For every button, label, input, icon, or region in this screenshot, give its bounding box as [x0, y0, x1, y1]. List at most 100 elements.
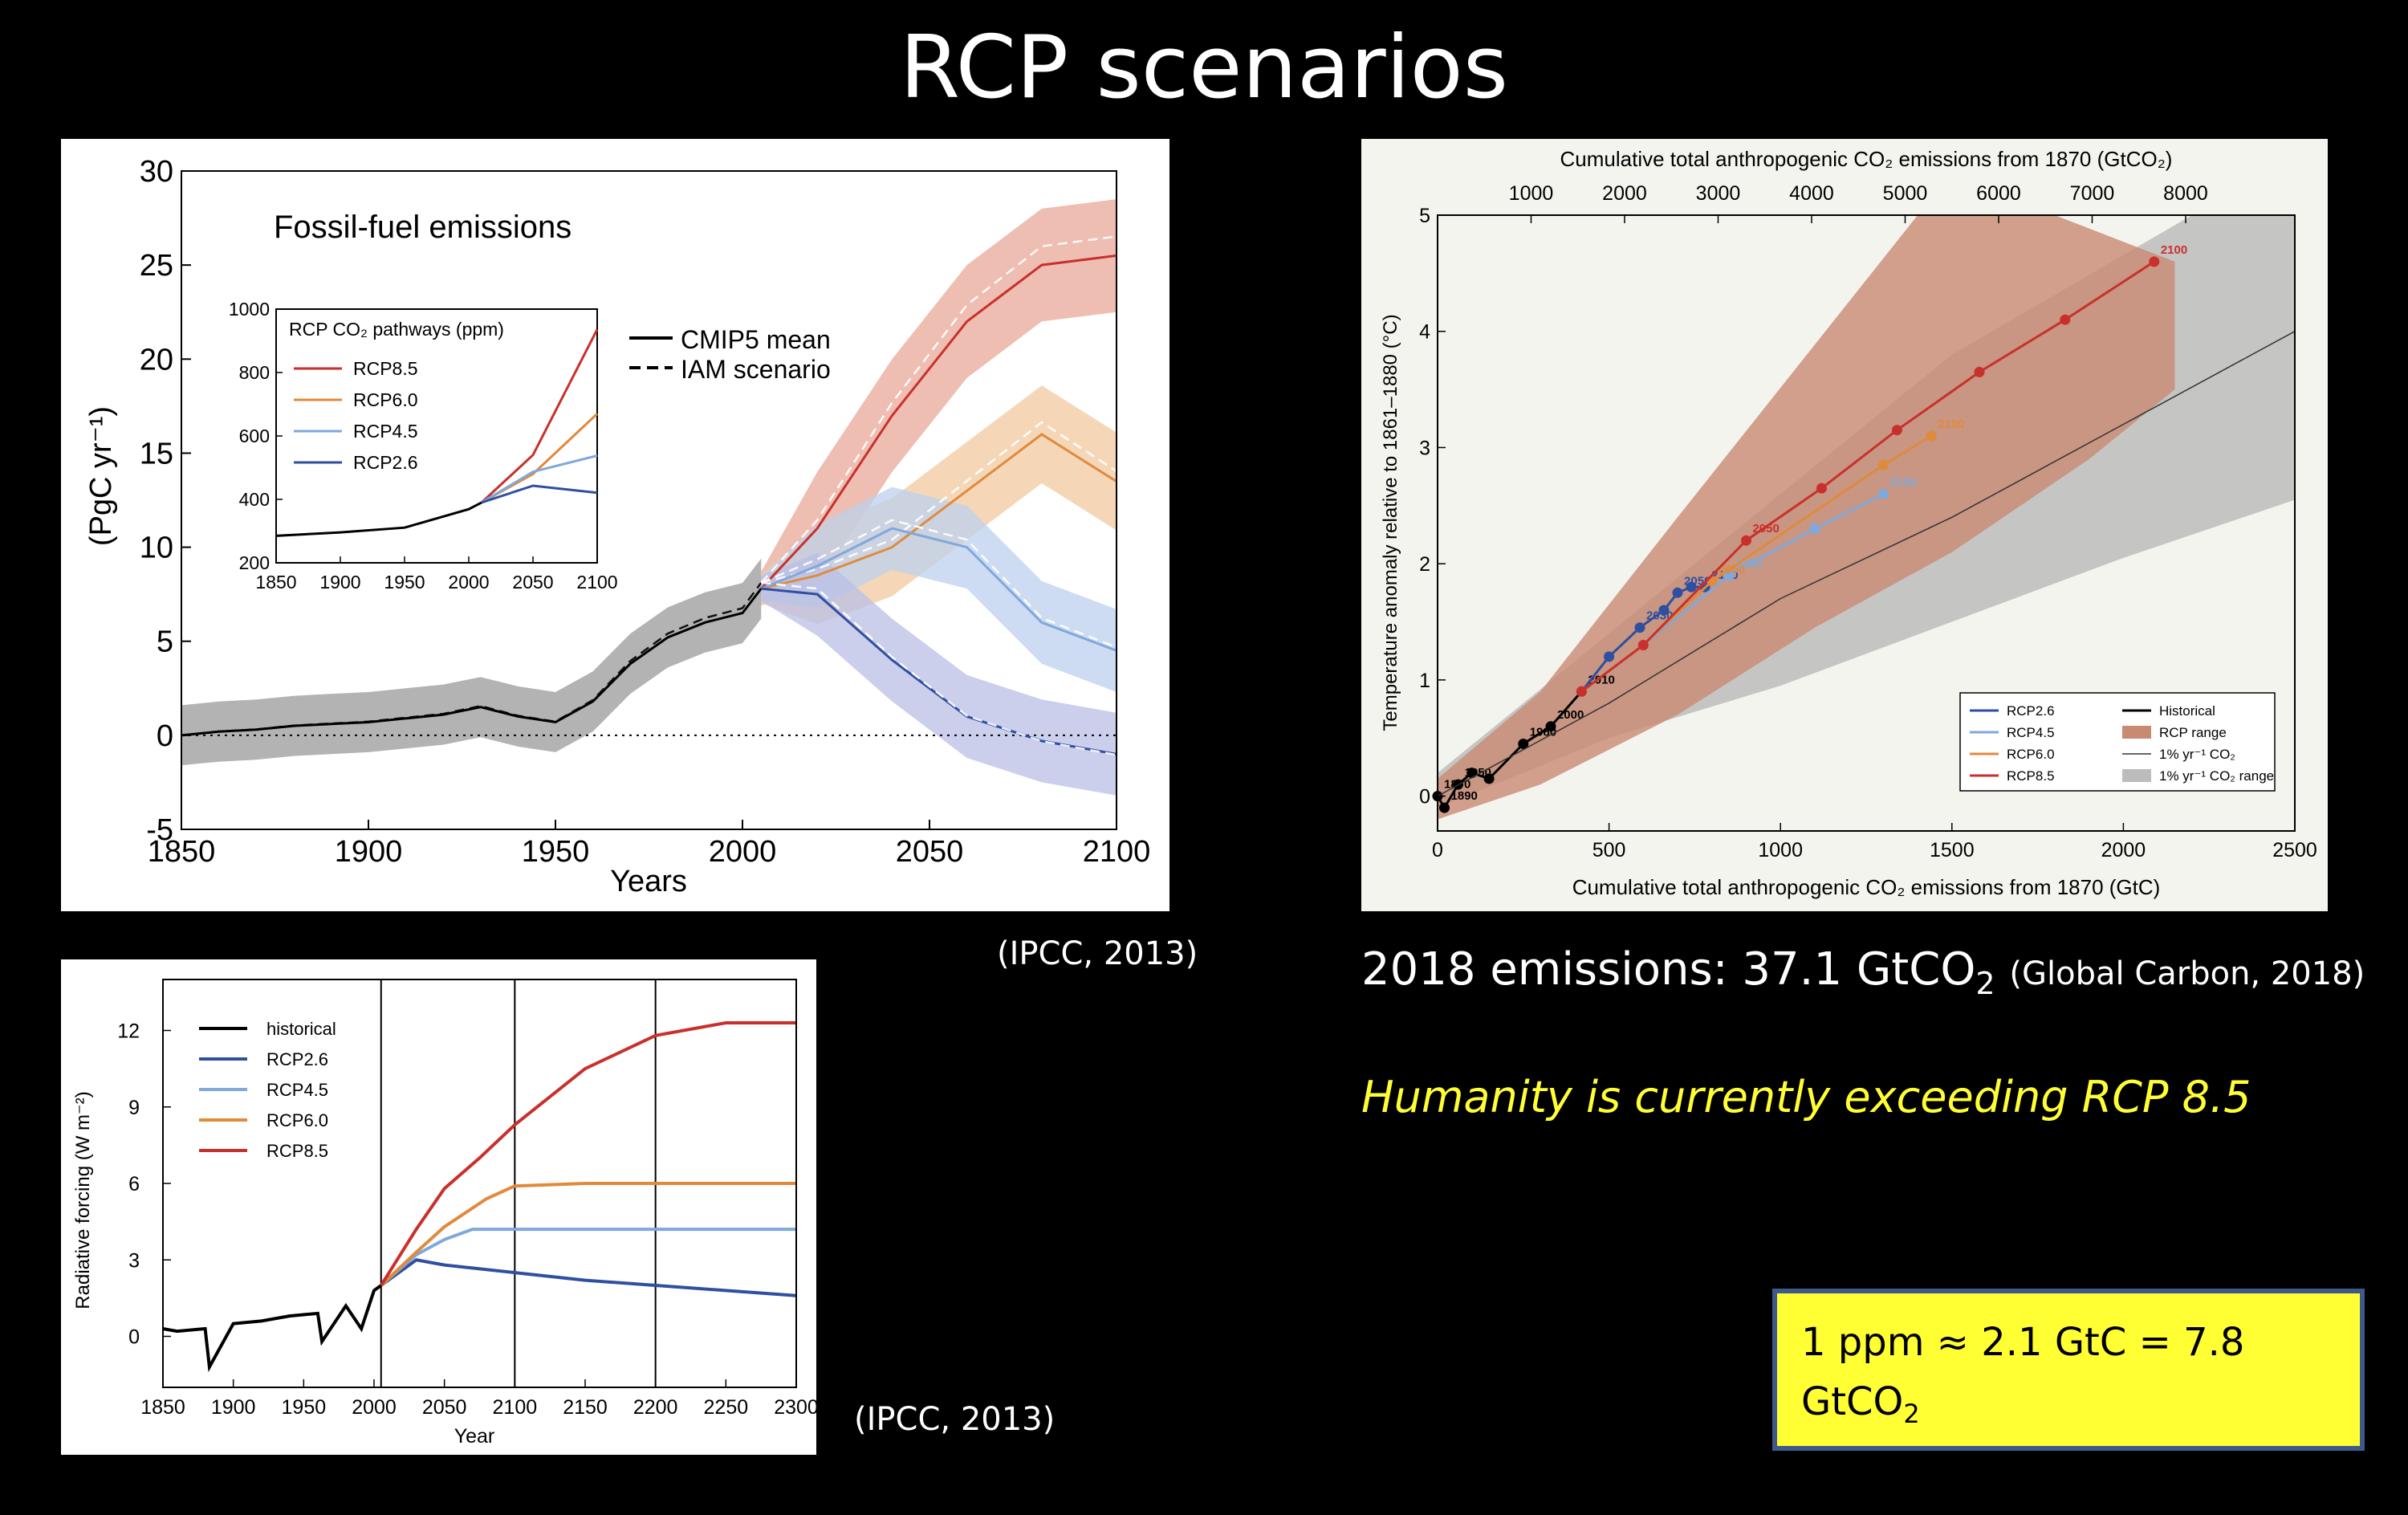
tc-ytick-label: 2: [1419, 553, 1430, 576]
tc-ylabel: Temperature anomaly relative to 1861–188…: [1380, 314, 1401, 731]
tc-ytick-label: 4: [1419, 321, 1430, 344]
inset-legend-label-rcp8-5: RCP8.5: [353, 358, 418, 379]
inset-ytick-label: 400: [239, 489, 270, 510]
ff-iam-rcp8-5: [760, 235, 1117, 584]
tc-x2tick-label: 3000: [1696, 182, 1741, 205]
rf-xtick-label: 1950: [282, 1396, 327, 1419]
rf-ytick-label: 12: [117, 1020, 140, 1043]
rf-xtick-label: 1850: [140, 1396, 185, 1419]
rf-legend-label-rcp2-6: RCP2.6: [266, 1049, 328, 1069]
tc-point-historical: [1439, 802, 1450, 813]
rf-ytick-label: 9: [128, 1097, 140, 1119]
ff-ytick-label: 5: [157, 625, 173, 659]
tc-point-rcp2-6: [1604, 651, 1615, 662]
tc-point-historical: [1483, 773, 1495, 784]
tc-point-historical: [1545, 721, 1556, 732]
ff-xtick-label: 1900: [335, 835, 403, 869]
rf-xtick-label: 1900: [211, 1396, 256, 1419]
tc-legend-label-1-yr-co: 1% yr⁻¹ CO₂: [2159, 747, 2235, 762]
highlight-text: Humanity is currently exceeding RCP 8.5: [1361, 1072, 2251, 1122]
inset-line-rcp2-6: [481, 484, 598, 504]
inset-line-rcp8-5: [480, 328, 599, 504]
tc-x2tick-label: 1000: [1509, 182, 1554, 205]
tc-point-label: 2100: [1889, 475, 1916, 489]
tc-xlabel: Cumulative total anthropogenic CO₂ emiss…: [1572, 875, 2161, 899]
tc-xtick-label: 1500: [1930, 839, 1975, 861]
ff-line-rcp4-5: [760, 527, 1117, 652]
ff-ytick-label: 15: [140, 437, 173, 470]
tc-ytick-label: 3: [1419, 437, 1430, 459]
rf-legend-label-rcp4-5: RCP4.5: [266, 1080, 328, 1100]
tc-x2tick-label: 2000: [1602, 182, 1647, 205]
rf-line-rcp4-5: [380, 1228, 796, 1287]
ff-ytick-label: 25: [140, 249, 173, 283]
rf-ytick-label: 3: [128, 1249, 140, 1272]
inset-line-historical: [275, 501, 482, 537]
inset-xtick-label: 2000: [448, 572, 489, 593]
ff-ytick-label: 0: [157, 719, 173, 753]
inset-xtick-label: 2050: [512, 572, 553, 593]
rf-ytick-label: 0: [128, 1326, 140, 1349]
inset-legend-label-rcp2-6: RCP2.6: [353, 452, 418, 473]
tc-legend-swatch-1-yr-co-range: [2122, 769, 2151, 782]
inset-line-rcp4-5: [481, 454, 598, 504]
rf-line-rcp6-0: [380, 1182, 796, 1287]
inset-xtick-label: 1900: [319, 572, 360, 593]
tc-legend-swatch-rcp-range: [2122, 726, 2151, 739]
tc-legend-label-1-yr-co-range: 1% yr⁻¹ CO₂ range: [2159, 768, 2274, 784]
tc-point-rcp2-6: [1686, 581, 1697, 593]
ff-xtick-label: 2000: [709, 835, 777, 869]
temperature-cumulative-chart: 1870189019501980200020102030205021002050…: [1361, 139, 2328, 911]
tc-x2tick-label: 7000: [2070, 182, 2115, 205]
inset-ytick-label: 600: [239, 426, 270, 446]
inset-ytick-label: 200: [239, 552, 270, 573]
ff-xtick-label: 1950: [522, 835, 590, 869]
ff-xtick-label: 1850: [148, 835, 216, 869]
rf-xtick-label: 2200: [633, 1396, 678, 1419]
tc-point-rcp2-6: [1658, 605, 1670, 616]
ff-band-rcp8-5: [761, 199, 1117, 606]
tc-point-rcp8-5: [2060, 314, 2071, 325]
ff-band-rcp4-5: [761, 487, 1117, 692]
emissions-main: 2018 emissions: 37.1 GtCO: [1361, 943, 1976, 996]
ff-iam-historical: [181, 582, 763, 737]
inset-xtick-label: 2100: [576, 572, 617, 593]
tc-legend-label-rcp6-0: RCP6.0: [2007, 747, 2055, 762]
ff-ylabel: (PgC yr⁻¹): [84, 406, 118, 546]
tc-legend-box: [1959, 692, 2276, 792]
ff-ytick-label: -5: [146, 813, 173, 847]
rf-xlabel: Year: [454, 1425, 495, 1448]
conversion-line-2: 1 PgC = 1 GtC = 3.7 GtCO2: [1801, 1444, 2360, 1515]
inset-ytick-label: 1000: [229, 299, 270, 320]
tc-point-historical: [1466, 768, 1478, 779]
inset-xtick-label: 1850: [255, 572, 296, 593]
ff-line-rcp8-5: [760, 254, 1117, 590]
tc-x2tick-label: 6000: [1976, 182, 2021, 205]
radiative-svg: 1850 1900 1950 2000 2050 2100 2150 2200 2250 2300…: [72, 979, 816, 1448]
tc-point-label: 2100: [2161, 243, 2187, 257]
conversion-line-2-sub: 2: [2310, 1470, 2327, 1501]
tc-point-rcp6-0: [1877, 459, 1889, 470]
tc-point-label: 2050: [1752, 522, 1779, 536]
inset-xtick-label: 1950: [384, 572, 425, 593]
tc-point-rcp2-6: [1672, 587, 1683, 598]
rf-xtick-label: 2050: [422, 1396, 467, 1419]
ff-title: Fossil-fuel emissions: [274, 210, 571, 245]
rf-xtick-label: 2300: [774, 1396, 816, 1419]
caption-ipcc-top: (IPCC, 2013): [997, 935, 1198, 972]
tc-xtick-label: 2500: [2272, 839, 2317, 861]
conversion-line-1: 1 ppm ≈ 2.1 GtC = 7.8 GtCO2: [1801, 1313, 2360, 1444]
tc-xtick-label: 500: [1592, 839, 1626, 861]
ff-iam-rcp6-0: [761, 421, 1117, 584]
tc-point-rcp6-0: [1926, 430, 1937, 442]
rf-xtick-label: 2150: [563, 1396, 608, 1419]
tc-point-historical: [1518, 739, 1529, 749]
tc-legend-label-rcp2-6: RCP2.6: [2007, 703, 2055, 719]
fossil-fuel-emissions-chart: 1850 1900 1950 2000 2050 2100 -5 0 5 10 15 20 25 30 F…: [61, 139, 1169, 911]
slide-title: RCP scenarios: [899, 18, 1508, 118]
tc-x2tick-label: 4000: [1789, 182, 1834, 205]
rf-line-historical: [162, 1284, 382, 1373]
ff-ytick-label: 20: [140, 343, 173, 377]
radiative-forcing-chart: 1850 1900 1950 2000 2050 2100 2150 2200 2250 2300…: [61, 959, 816, 1455]
tc-xtick-label: 0: [1432, 839, 1443, 861]
